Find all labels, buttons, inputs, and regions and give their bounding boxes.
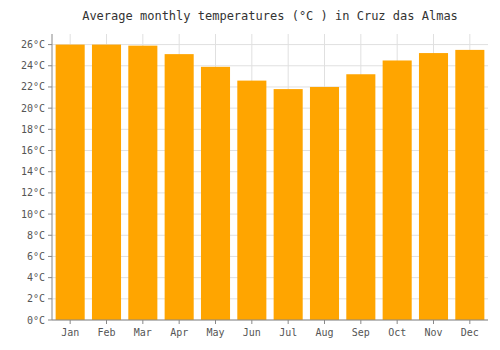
bar: [128, 46, 157, 320]
y-tick: [48, 277, 52, 278]
x-tick-label: Jan: [61, 327, 79, 338]
bar: [165, 54, 194, 320]
y-tick-label: 14°C: [21, 166, 45, 177]
y-tick-label: 22°C: [21, 81, 45, 92]
y-tick: [48, 235, 52, 236]
chart-container: 0°C 2°C 4°C 6°C 8°C 10°C 12°C 14°C 16°C 18°C 20°C 2…: [0, 0, 500, 350]
x-tick: [469, 320, 470, 324]
x-tick-label: Aug: [315, 327, 333, 338]
y-tick-label: 26°C: [21, 39, 45, 50]
x-axis: Jan Feb Mar Apr May Jun Jul Aug Sep Oct Nov Dec: [52, 320, 488, 338]
x-tick-label: Oct: [388, 327, 406, 338]
y-tick: [48, 192, 52, 193]
bar: [455, 50, 484, 320]
bars: [56, 45, 485, 320]
y-tick-label: 18°C: [21, 124, 45, 135]
y-tick: [48, 65, 52, 66]
y-axis: 0°C 2°C 4°C 6°C 8°C 10°C 12°C 14°C 16°C 18°C 20°C 2…: [21, 34, 52, 326]
y-tick: [48, 86, 52, 87]
bar: [383, 60, 412, 320]
x-tick: [251, 320, 252, 324]
y-tick-label: 4°C: [27, 272, 45, 283]
y-tick: [48, 214, 52, 215]
x-tick: [360, 320, 361, 324]
x-tick-label: Mar: [134, 327, 152, 338]
bar: [56, 45, 85, 320]
y-tick-label: 2°C: [27, 293, 45, 304]
x-tick: [142, 320, 143, 324]
x-tick-label: Dec: [461, 327, 479, 338]
x-tick: [179, 320, 180, 324]
y-tick-label: 12°C: [21, 187, 45, 198]
y-tick: [48, 44, 52, 45]
x-tick-label: Apr: [170, 327, 188, 338]
y-tick: [48, 129, 52, 130]
y-tick: [48, 150, 52, 151]
x-tick: [215, 320, 216, 324]
x-axis-line: [52, 320, 488, 321]
grid: [52, 34, 488, 320]
y-tick: [48, 298, 52, 299]
x-tick-label: Nov: [424, 327, 442, 338]
y-tick-label: 16°C: [21, 145, 45, 156]
x-tick-label: Feb: [97, 327, 115, 338]
y-tick: [48, 108, 52, 109]
y-tick-label: 6°C: [27, 251, 45, 262]
y-tick: [48, 320, 52, 321]
y-tick-label: 24°C: [21, 60, 45, 71]
x-tick-label: May: [206, 327, 224, 338]
x-tick: [324, 320, 325, 324]
x-tick: [288, 320, 289, 324]
x-tick-label: Jun: [243, 327, 261, 338]
bar: [419, 53, 448, 320]
bar: [346, 74, 375, 320]
y-tick: [48, 171, 52, 172]
y-axis-line: [52, 34, 53, 320]
x-tick: [70, 320, 71, 324]
x-tick-label: Jul: [279, 327, 297, 338]
bar: [201, 67, 230, 320]
bar: [274, 89, 303, 320]
x-tick: [433, 320, 434, 324]
x-tick: [106, 320, 107, 324]
y-tick-label: 0°C: [27, 315, 45, 326]
x-tick-label: Sep: [352, 327, 370, 338]
bar: [310, 87, 339, 320]
y-tick-label: 8°C: [27, 230, 45, 241]
y-tick: [48, 256, 52, 257]
title: Average monthly temperatures (°C ) in Cr…: [82, 9, 458, 23]
bar: [92, 45, 121, 320]
y-grid-line: [52, 320, 488, 321]
bar: [237, 81, 266, 320]
chart: 0°C 2°C 4°C 6°C 8°C 10°C 12°C 14°C 16°C 18°C 20°C 2…: [0, 0, 500, 350]
y-tick-label: 10°C: [21, 209, 45, 220]
x-tick: [397, 320, 398, 324]
y-tick-label: 20°C: [21, 103, 45, 114]
